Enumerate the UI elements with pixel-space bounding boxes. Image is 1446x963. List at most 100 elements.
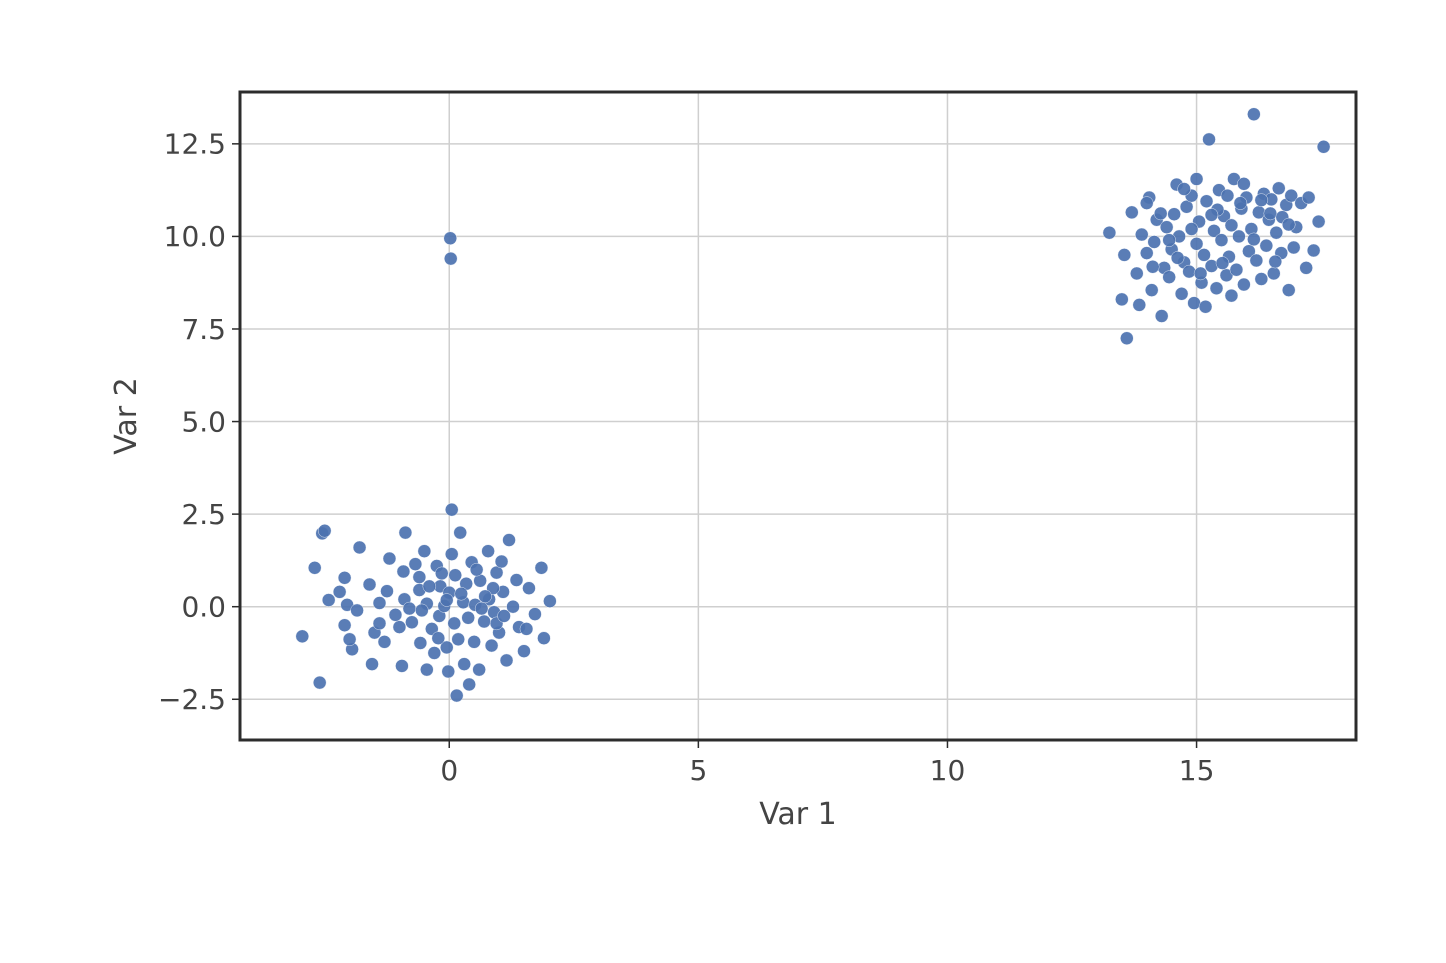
data-point [313,676,326,689]
data-point [1225,289,1238,302]
data-point [444,252,457,265]
data-point [1103,226,1116,239]
data-point [1118,248,1131,261]
data-point [517,645,530,658]
data-point [1260,239,1273,252]
data-point [1199,300,1212,313]
data-point [296,630,309,643]
data-point [363,578,376,591]
data-point [1250,254,1263,267]
data-point [403,602,416,615]
data-point [1133,298,1146,311]
data-point [1247,108,1260,121]
y-tick-label: 5.0 [181,405,226,438]
data-point [1237,278,1250,291]
data-point [409,558,422,571]
data-point [1175,287,1188,300]
data-point [1264,207,1277,220]
data-point [1160,221,1173,234]
data-point [1312,215,1325,228]
data-point [435,567,448,580]
data-point [1145,284,1158,297]
data-point [1282,218,1295,231]
data-point [500,654,513,667]
data-point [333,585,346,598]
data-point [479,590,492,603]
data-point [318,524,331,537]
data-point [462,611,475,624]
data-point [1230,263,1243,276]
data-point [452,633,465,646]
data-point [353,541,366,554]
data-point [338,571,351,584]
data-point [1130,267,1143,280]
data-point [535,561,548,574]
data-point [428,646,441,659]
data-point [1168,208,1181,221]
data-point [1210,282,1223,295]
data-point [1287,241,1300,254]
data-point [543,595,556,608]
data-point [343,633,356,646]
y-tick-label: 0.0 [181,590,226,623]
data-point [351,604,364,617]
data-point [520,622,533,635]
data-point [420,663,433,676]
data-point [415,604,428,617]
data-point [380,585,393,598]
data-point [1234,197,1247,210]
data-point [445,548,458,561]
y-tick-label: 12.5 [164,128,226,161]
x-axis-label: Var 1 [759,797,837,832]
data-point [399,526,412,539]
data-point [1255,272,1268,285]
x-tick-label: 15 [1179,754,1215,787]
data-point [322,594,335,607]
data-point [1270,226,1283,239]
data-point [458,658,471,671]
data-point [468,635,481,648]
data-point [1171,251,1184,264]
data-point [308,561,321,574]
data-point [1140,197,1153,210]
data-point [1178,183,1191,196]
data-point [1185,223,1198,236]
data-point [373,617,386,630]
data-point [510,574,523,587]
data-point [1200,195,1213,208]
data-point [1190,173,1203,186]
data-point [1135,228,1148,241]
data-point [432,632,445,645]
data-point [1120,332,1133,345]
data-point [1255,194,1268,207]
chart-svg: 051015−2.50.02.55.07.510.012.5Var 1Var 2 [0,0,1446,963]
data-point [1188,297,1201,310]
data-point [1198,248,1211,261]
data-point [1272,182,1285,195]
data-point [444,232,457,245]
y-tick-label: −2.5 [158,683,226,716]
data-point [1215,234,1228,247]
data-point [405,616,418,629]
data-point [485,639,498,652]
data-point [1221,189,1234,202]
data-point [1282,284,1295,297]
data-point [1125,206,1138,219]
data-point [366,658,379,671]
data-point [1232,230,1245,243]
scatter-chart: 051015−2.50.02.55.07.510.012.5Var 1Var 2 [0,0,1446,963]
data-point [413,571,426,584]
y-tick-label: 10.0 [164,220,226,253]
data-point [537,632,550,645]
data-point [1163,271,1176,284]
data-point [522,582,535,595]
data-point [423,580,436,593]
data-point [1115,293,1128,306]
x-tick-label: 10 [930,754,966,787]
data-point [1163,234,1176,247]
data-point [448,617,461,630]
data-point [1225,219,1238,232]
data-point [475,602,488,615]
data-point [442,665,455,678]
data-point [450,689,463,702]
